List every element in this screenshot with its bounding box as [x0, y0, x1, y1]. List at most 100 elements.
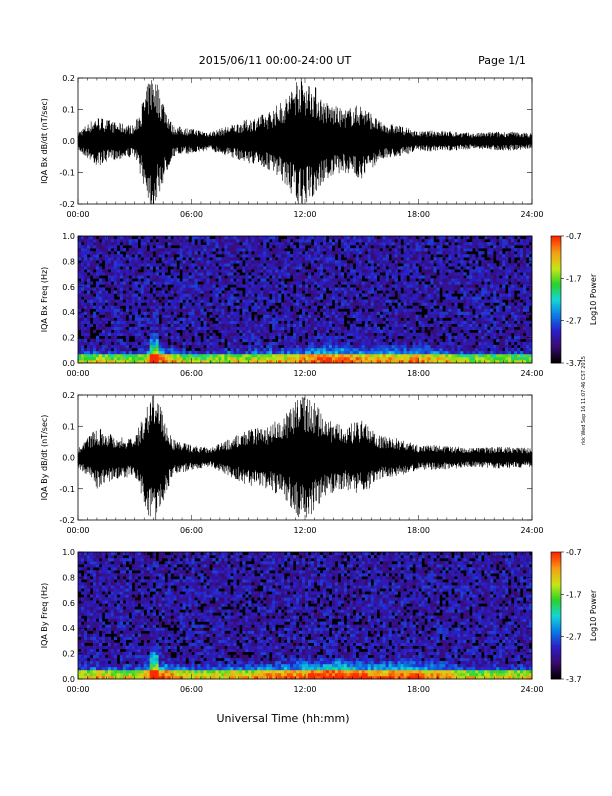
- heatmap-cell: [329, 239, 332, 242]
- heatmap-cell: [305, 251, 308, 254]
- heatmap-cell: [197, 303, 200, 306]
- heatmap-cell: [233, 324, 236, 327]
- heatmap-cell: [221, 330, 224, 333]
- heatmap-cell: [203, 278, 206, 281]
- heatmap-cell: [442, 269, 445, 272]
- heatmap-cell: [102, 242, 105, 245]
- heatmap-cell: [197, 336, 200, 339]
- heatmap-cell: [427, 278, 430, 281]
- heatmap-cell: [150, 330, 153, 333]
- heatmap-cell: [84, 327, 87, 330]
- heatmap-cell: [93, 290, 96, 293]
- heatmap-cell: [460, 248, 463, 251]
- heatmap-cell: [371, 275, 374, 278]
- heatmap-cell: [144, 248, 147, 251]
- heatmap-cell: [484, 275, 487, 278]
- heatmap-cell: [413, 318, 416, 321]
- heatmap-cell: [78, 354, 81, 357]
- heatmap-cell: [147, 345, 150, 348]
- heatmap-cell: [230, 330, 233, 333]
- heatmap-cell: [311, 318, 314, 321]
- heatmap-cell: [395, 272, 398, 275]
- heatmap-cell: [296, 324, 299, 327]
- heatmap-cell: [407, 296, 410, 299]
- heatmap-cell: [383, 309, 386, 312]
- heatmap-cell: [326, 251, 329, 254]
- heatmap-cell: [478, 278, 481, 281]
- heatmap-cell: [108, 245, 111, 248]
- heatmap-cell: [183, 248, 186, 251]
- heatmap-cell: [168, 318, 171, 321]
- heatmap-cell: [192, 239, 195, 242]
- heatmap-cell: [84, 318, 87, 321]
- heatmap-cell: [224, 324, 227, 327]
- heatmap-cell: [144, 345, 147, 348]
- heatmap-cell: [263, 248, 266, 251]
- heatmap-cell: [284, 348, 287, 351]
- heatmap-cell: [305, 278, 308, 281]
- heatmap-cell: [117, 263, 120, 266]
- heatmap-cell: [487, 342, 490, 345]
- heatmap-cell: [147, 306, 150, 309]
- heatmap-cell: [311, 354, 314, 357]
- heatmap-cell: [272, 342, 275, 345]
- heatmap-cell: [230, 287, 233, 290]
- heatmap-cell: [135, 300, 138, 303]
- heatmap-cell: [281, 269, 284, 272]
- heatmap-cell: [251, 245, 254, 248]
- heatmap-cell: [108, 263, 111, 266]
- heatmap-cell: [457, 275, 460, 278]
- heatmap-cell: [165, 345, 168, 348]
- heatmap-cell: [248, 296, 251, 299]
- heatmap-cell: [212, 257, 215, 260]
- heatmap-cell: [132, 251, 135, 254]
- heatmap-cell: [353, 330, 356, 333]
- heatmap-cell: [284, 257, 287, 260]
- heatmap-cell: [87, 281, 90, 284]
- heatmap-cell: [105, 266, 108, 269]
- heatmap-cell: [430, 272, 433, 275]
- heatmap-cell: [174, 306, 177, 309]
- heatmap-cell: [135, 351, 138, 354]
- heatmap-cell: [281, 333, 284, 336]
- heatmap-cell: [460, 257, 463, 260]
- heatmap-cell: [302, 242, 305, 245]
- heatmap-cell: [189, 275, 192, 278]
- heatmap-cell: [335, 342, 338, 345]
- heatmap-cell: [123, 266, 126, 269]
- heatmap-cell: [150, 318, 153, 321]
- heatmap-cell: [227, 260, 230, 263]
- heatmap-cell: [248, 290, 251, 293]
- heatmap-cell: [123, 287, 126, 290]
- heatmap-cell: [359, 281, 362, 284]
- heatmap-cell: [227, 339, 230, 342]
- heatmap-cell: [365, 275, 368, 278]
- heatmap-cell: [257, 296, 260, 299]
- heatmap-cell: [102, 330, 105, 333]
- heatmap-cell: [338, 336, 341, 339]
- heatmap-cell: [251, 309, 254, 312]
- heatmap-cell: [374, 303, 377, 306]
- heatmap-cell: [87, 354, 90, 357]
- heatmap-cell: [377, 345, 380, 348]
- heatmap-cell: [451, 245, 454, 248]
- heatmap-cell: [475, 318, 478, 321]
- heatmap-cell: [209, 303, 212, 306]
- heatmap-cell: [454, 312, 457, 315]
- heatmap-cell: [102, 278, 105, 281]
- heatmap-cell: [132, 293, 135, 296]
- heatmap-cell: [472, 348, 475, 351]
- heatmap-cell: [159, 278, 162, 281]
- y-tick-label: 0.0: [62, 137, 75, 146]
- heatmap-cell: [168, 248, 171, 251]
- heatmap-cell: [227, 266, 230, 269]
- heatmap-cell: [314, 357, 317, 360]
- heatmap-cell: [84, 330, 87, 333]
- heatmap-cell: [469, 354, 472, 357]
- heatmap-cell: [478, 351, 481, 354]
- heatmap-cell: [323, 263, 326, 266]
- heatmap-cell: [410, 354, 413, 357]
- heatmap-cell: [410, 339, 413, 342]
- heatmap-cell: [332, 275, 335, 278]
- heatmap-cell: [392, 236, 395, 239]
